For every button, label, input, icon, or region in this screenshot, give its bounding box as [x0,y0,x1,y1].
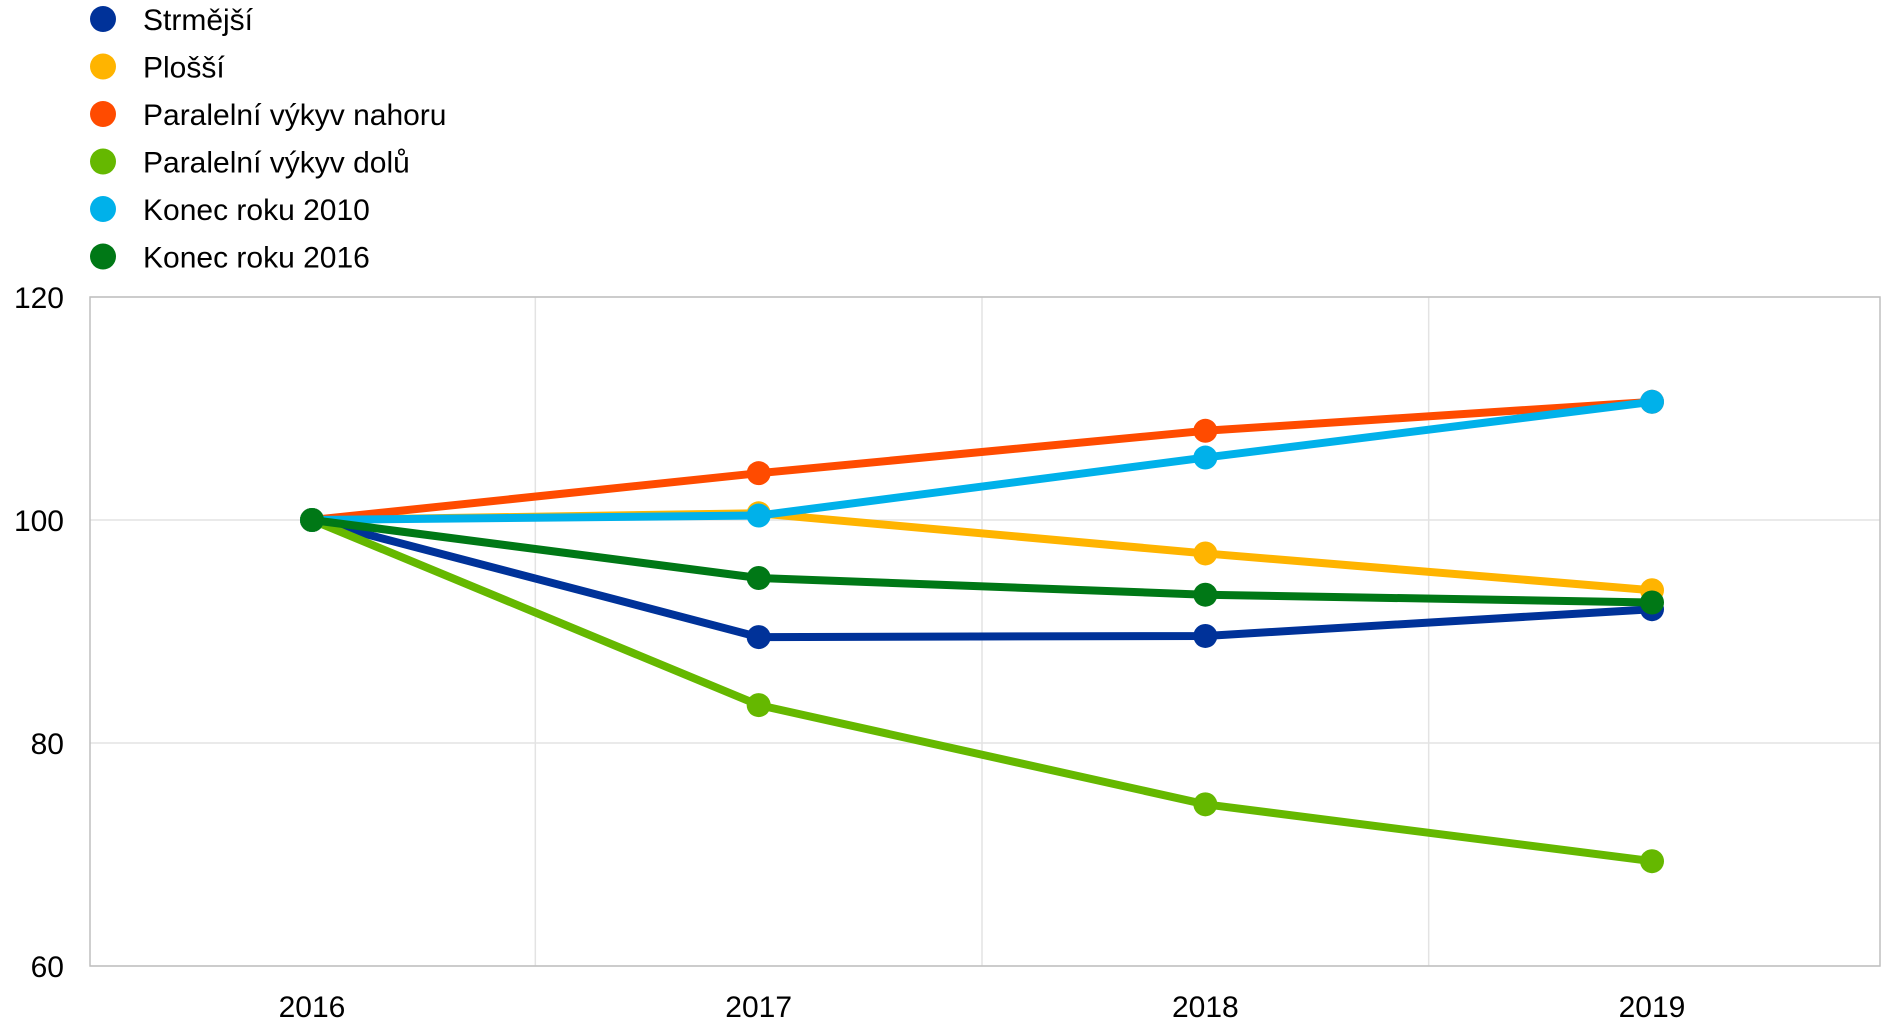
x-tick-label: 2018 [1172,991,1239,1024]
legend-item: Konec roku 2016 [90,242,370,275]
series-line [308,516,1657,866]
x-axis: 2016 2017 2018 2019 [279,991,1686,1024]
data-point [1193,623,1218,648]
series-6 [300,508,1665,615]
legend-label: Konec roku 2010 [143,194,370,227]
series-line [308,516,1657,642]
y-axis: 60 80 100 120 [14,282,64,984]
data-point [746,461,771,486]
legend-label: Paralelní výkyv dolů [143,147,410,180]
series-line [308,516,1657,607]
y-tick-label: 60 [31,951,64,984]
series-layer [300,389,1665,874]
legend-item: Paralelní výkyv dolů [90,147,410,180]
legend-marker [90,243,116,270]
data-point [1193,582,1218,607]
data-point [746,565,771,590]
legend-item: Strmější [90,4,254,37]
legend-label: Strmější [143,4,254,37]
series-line [308,397,1657,524]
data-point [1640,389,1665,414]
x-tick-label: 2019 [1619,991,1686,1024]
x-tick-label: 2016 [279,991,346,1024]
y-tick-label: 100 [14,505,64,538]
data-point [1640,849,1665,874]
legend-marker [90,6,116,32]
series-line [308,397,1657,524]
data-point [746,693,771,718]
legend: Strmější Plošší Paralelní výkyv nahoru Para… [90,4,447,275]
y-tick-label: 120 [14,282,64,315]
y-tick-label: 80 [31,728,64,761]
legend-item: Konec roku 2010 [90,194,370,227]
legend-marker [90,101,116,127]
legend-marker [90,196,116,222]
data-point [1193,792,1218,817]
legend-marker [90,53,116,80]
legend-label: Plošší [143,52,225,85]
data-point [746,625,771,650]
data-point [1193,445,1218,470]
legend-item: Paralelní výkyv nahoru [90,99,447,132]
x-tick-label: 2017 [725,991,792,1024]
data-point [1640,590,1665,615]
grid [90,296,1880,967]
legend-label: Konec roku 2016 [143,242,370,275]
data-point [746,503,771,528]
data-point [1193,541,1218,566]
data-point [300,508,324,532]
legend-item: Plošší [90,52,225,85]
legend-marker [90,148,116,175]
legend-label: Paralelní výkyv nahoru [143,99,447,132]
data-point [1193,418,1218,443]
plot-area-frame [89,296,1881,967]
